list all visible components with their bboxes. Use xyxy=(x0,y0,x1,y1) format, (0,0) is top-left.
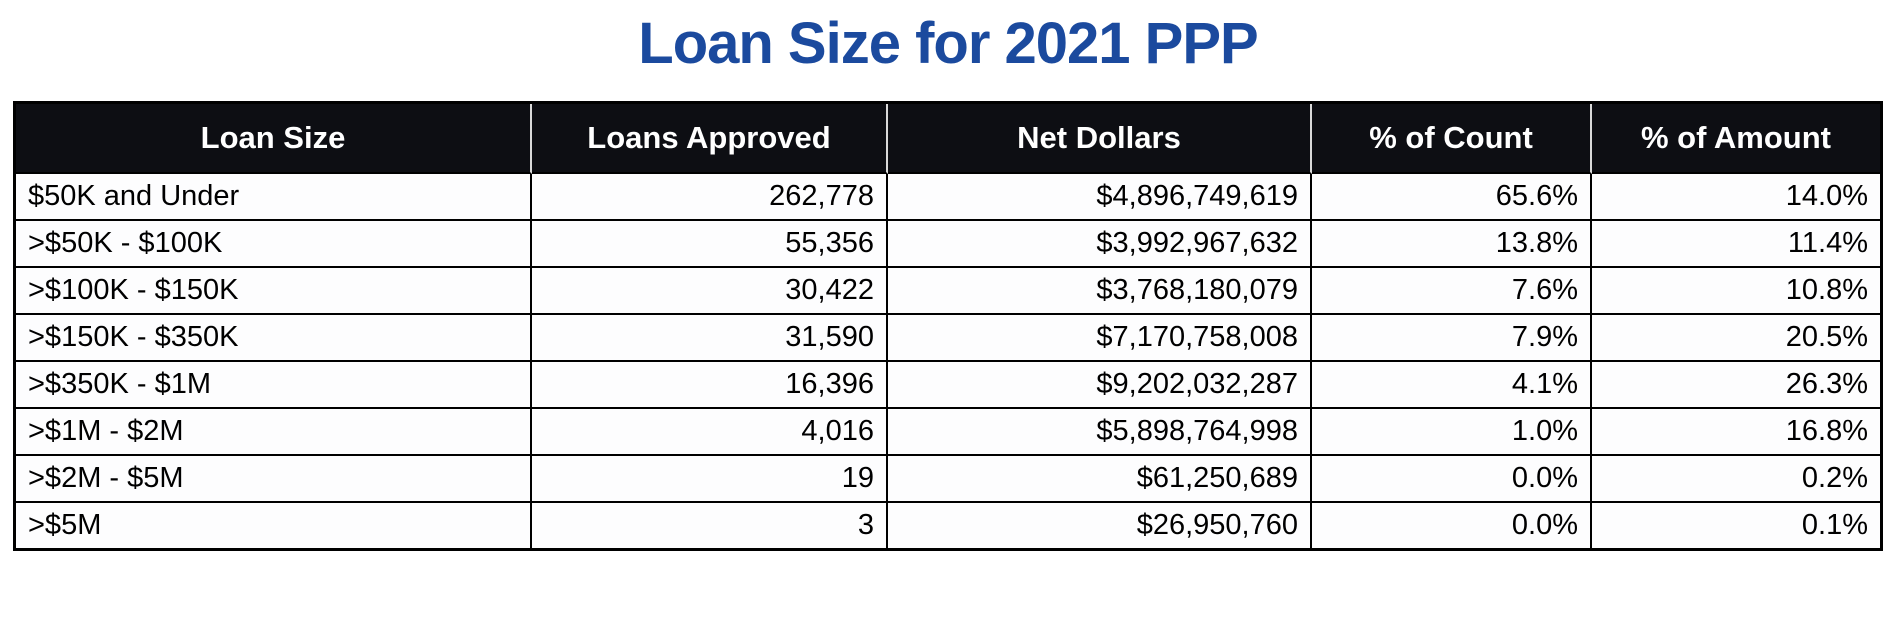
table-row: >$50K - $100K 55,356 $3,992,967,632 13.8… xyxy=(16,221,1880,268)
table-row: >$150K - $350K 31,590 $7,170,758,008 7.9… xyxy=(16,315,1880,362)
loans-approved-cell: 19 xyxy=(532,456,888,503)
pct-count-cell: 0.0% xyxy=(1312,503,1592,548)
loan-size-cell: >$150K - $350K xyxy=(16,315,532,362)
header-cell-pct-count: % of Count xyxy=(1312,104,1592,174)
pct-count-cell: 7.9% xyxy=(1312,315,1592,362)
table-row: >$100K - $150K 30,422 $3,768,180,079 7.6… xyxy=(16,268,1880,315)
header-cell-loan-size: Loan Size xyxy=(16,104,532,174)
pct-count-cell: 7.6% xyxy=(1312,268,1592,315)
header-row: Loan Size Loans Approved Net Dollars % o… xyxy=(16,104,1880,174)
net-dollars-cell: $61,250,689 xyxy=(888,456,1312,503)
pct-amount-cell: 0.1% xyxy=(1592,503,1880,548)
pct-amount-cell: 16.8% xyxy=(1592,409,1880,456)
loan-size-table: Loan Size Loans Approved Net Dollars % o… xyxy=(13,101,1883,551)
table-row: >$1M - $2M 4,016 $5,898,764,998 1.0% 16.… xyxy=(16,409,1880,456)
loan-size-cell: >$2M - $5M xyxy=(16,456,532,503)
loans-approved-cell: 30,422 xyxy=(532,268,888,315)
net-dollars-cell: $26,950,760 xyxy=(888,503,1312,548)
loans-approved-cell: 31,590 xyxy=(532,315,888,362)
loans-approved-cell: 55,356 xyxy=(532,221,888,268)
header-cell-pct-amount: % of Amount xyxy=(1592,104,1880,174)
header-cell-net-dollars: Net Dollars xyxy=(888,104,1312,174)
table-row: $50K and Under 262,778 $4,896,749,619 65… xyxy=(16,174,1880,221)
pct-amount-cell: 20.5% xyxy=(1592,315,1880,362)
pct-amount-cell: 11.4% xyxy=(1592,221,1880,268)
page-title: Loan Size for 2021 PPP xyxy=(638,11,1258,76)
table-row: >$5M 3 $26,950,760 0.0% 0.1% xyxy=(16,503,1880,548)
header-cell-loans-approved: Loans Approved xyxy=(532,104,888,174)
pct-count-cell: 65.6% xyxy=(1312,174,1592,221)
loans-approved-cell: 4,016 xyxy=(532,409,888,456)
loan-size-cell: >$50K - $100K xyxy=(16,221,532,268)
pct-count-cell: 4.1% xyxy=(1312,362,1592,409)
net-dollars-cell: $4,896,749,619 xyxy=(888,174,1312,221)
loan-size-cell: >$100K - $150K xyxy=(16,268,532,315)
pct-count-cell: 0.0% xyxy=(1312,456,1592,503)
loan-size-cell: >$350K - $1M xyxy=(16,362,532,409)
loans-approved-cell: 16,396 xyxy=(532,362,888,409)
pct-amount-cell: 10.8% xyxy=(1592,268,1880,315)
loan-size-cell: >$5M xyxy=(16,503,532,548)
net-dollars-cell: $7,170,758,008 xyxy=(888,315,1312,362)
pct-count-cell: 13.8% xyxy=(1312,221,1592,268)
table-header: Loan Size Loans Approved Net Dollars % o… xyxy=(16,104,1880,174)
pct-amount-cell: 0.2% xyxy=(1592,456,1880,503)
pct-amount-cell: 14.0% xyxy=(1592,174,1880,221)
pct-amount-cell: 26.3% xyxy=(1592,362,1880,409)
table-row: >$350K - $1M 16,396 $9,202,032,287 4.1% … xyxy=(16,362,1880,409)
table-row: >$2M - $5M 19 $61,250,689 0.0% 0.2% xyxy=(16,456,1880,503)
net-dollars-cell: $3,992,967,632 xyxy=(888,221,1312,268)
net-dollars-cell: $3,768,180,079 xyxy=(888,268,1312,315)
net-dollars-cell: $5,898,764,998 xyxy=(888,409,1312,456)
net-dollars-cell: $9,202,032,287 xyxy=(888,362,1312,409)
loans-approved-cell: 3 xyxy=(532,503,888,548)
pct-count-cell: 1.0% xyxy=(1312,409,1592,456)
loan-size-cell: $50K and Under xyxy=(16,174,532,221)
loans-approved-cell: 262,778 xyxy=(532,174,888,221)
loan-size-cell: >$1M - $2M xyxy=(16,409,532,456)
table-body: $50K and Under 262,778 $4,896,749,619 65… xyxy=(16,174,1880,548)
